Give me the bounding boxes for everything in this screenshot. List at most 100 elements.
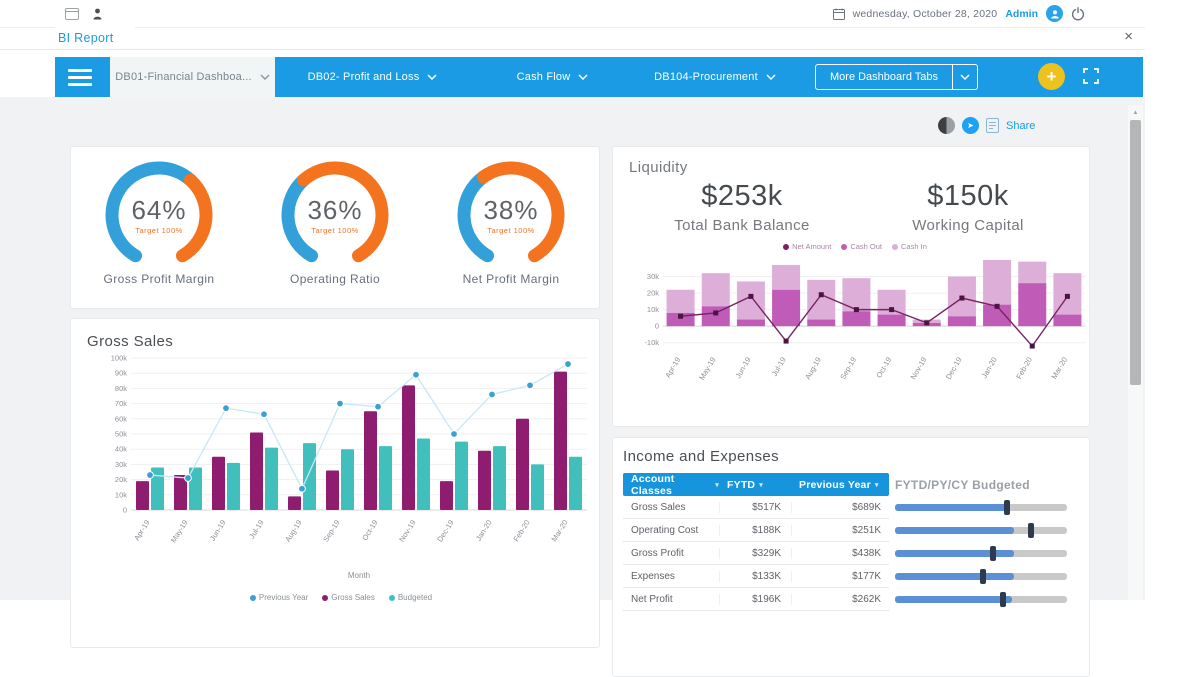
- gross-sales-bar: [174, 475, 187, 510]
- budgeted-bar: [569, 456, 582, 510]
- kpi-label: Working Capital: [912, 217, 1024, 234]
- legend-item[interactable]: Cash In: [892, 242, 927, 251]
- tab-db104-procurement[interactable]: DB104-Procurement: [640, 57, 790, 97]
- cash-out-bar: [983, 304, 1012, 327]
- table-row: Operating Cost $188K $251K: [623, 519, 889, 542]
- cash-in-bar: [842, 278, 871, 312]
- budgeted-bar: [493, 446, 506, 510]
- legend-label: Cash Out: [850, 242, 883, 251]
- tab-db01-financial-dashboard[interactable]: DB01-Financial Dashboa...: [110, 57, 275, 97]
- slider-handle[interactable]: [1027, 523, 1034, 538]
- chevron-down-icon: [260, 74, 270, 80]
- folder-icon: [65, 8, 79, 20]
- power-icon[interactable]: [1071, 6, 1085, 21]
- svg-text:40k: 40k: [115, 445, 127, 454]
- more-tabs-label: More Dashboard Tabs: [830, 71, 939, 83]
- fullscreen-icon[interactable]: [1083, 68, 1099, 97]
- legend-item[interactable]: Net Amount: [783, 242, 831, 251]
- export-document-icon[interactable]: [986, 118, 999, 133]
- tab-label: DB01-Financial Dashboa...: [115, 71, 252, 83]
- admin-link[interactable]: Admin: [1005, 7, 1038, 20]
- slider-track[interactable]: [895, 546, 1067, 561]
- previous-year-marker: [260, 410, 268, 419]
- cash-out-bar: [947, 316, 976, 327]
- table-cell: Gross Sales: [631, 501, 686, 513]
- net-amount-marker: [783, 338, 789, 344]
- kpi-value: $253k: [701, 180, 783, 212]
- svg-text:Apr-19: Apr-19: [132, 518, 152, 542]
- avatar[interactable]: [1046, 5, 1063, 22]
- close-icon[interactable]: ×: [1124, 28, 1133, 45]
- legend-item[interactable]: Budgeted: [388, 593, 432, 602]
- kpi-label: Total Bank Balance: [674, 217, 810, 234]
- cash-out-bar: [1018, 283, 1047, 327]
- svg-text:May-19: May-19: [697, 356, 717, 382]
- previous-year-marker: [184, 474, 192, 482]
- slider-fill: [895, 527, 1014, 534]
- legend-label: Previous Year: [258, 593, 309, 602]
- chevron-down-icon[interactable]: [953, 74, 977, 80]
- tab-cash-flow[interactable]: Cash Flow: [480, 57, 625, 97]
- table-row: Expenses $133K $177K: [623, 565, 889, 588]
- slider-fill: [895, 550, 1014, 557]
- slider-track[interactable]: [895, 569, 1067, 584]
- browser-tab[interactable]: [55, 0, 135, 28]
- tab-db02-profit-and-loss[interactable]: DB02- Profit and Loss: [290, 57, 455, 97]
- table-cell: Net Profit: [631, 593, 673, 605]
- legend-dot-icon: [841, 243, 848, 250]
- legend-label: Cash In: [901, 242, 927, 251]
- svg-text:Jun-19: Jun-19: [733, 356, 752, 380]
- social-share-icon-2[interactable]: ➤: [962, 117, 979, 134]
- slider-handle[interactable]: [1003, 500, 1010, 515]
- gross-sales-bar: [212, 456, 225, 510]
- slider-track[interactable]: [895, 500, 1067, 515]
- column-header-previous-year[interactable]: Previous Year ▾: [799, 478, 879, 491]
- person-icon: [93, 8, 102, 20]
- scrollbar-thumb[interactable]: [1130, 120, 1141, 385]
- table-cell: $251K: [791, 524, 889, 536]
- liquidity-legend: Net Amount Cash Out Cash In: [629, 242, 1081, 251]
- svg-text:70k: 70k: [115, 399, 127, 408]
- page-title: BI Report: [58, 31, 114, 45]
- legend-item[interactable]: Cash Out: [841, 242, 882, 251]
- add-dashboard-button[interactable]: +: [1038, 63, 1066, 90]
- vertical-scrollbar[interactable]: ▲: [1128, 105, 1143, 600]
- previous-year-marker: [374, 402, 382, 411]
- table-header-row: Account Classes ▾ FYTD ▾ Previous Year ▾: [623, 472, 889, 497]
- menu-icon[interactable]: [55, 57, 105, 97]
- window-outside-area: [1145, 0, 1200, 600]
- budget-slider-row: [895, 565, 1081, 588]
- more-dashboard-tabs-button[interactable]: More Dashboard Tabs: [815, 64, 979, 90]
- gauge-title: Net Profit Margin: [462, 272, 560, 286]
- cash-out-bar: [701, 306, 730, 327]
- net-amount-marker: [924, 320, 930, 326]
- svg-text:Feb-20: Feb-20: [1014, 356, 1034, 381]
- budgeted-bar: [227, 462, 240, 510]
- budgeted-bar: [417, 438, 430, 510]
- table-cell: Expenses: [631, 570, 675, 582]
- legend-item[interactable]: Previous Year: [249, 593, 309, 602]
- table-cell: $329K: [719, 547, 791, 559]
- column-header-fytd[interactable]: FYTD ▾: [727, 478, 763, 491]
- slider-handle[interactable]: [990, 546, 997, 561]
- previous-year-marker: [298, 484, 306, 493]
- net-amount-marker: [1064, 293, 1070, 299]
- slider-handle[interactable]: [979, 569, 986, 584]
- table-cell: $689K: [791, 501, 889, 513]
- legend-item[interactable]: Gross Sales: [322, 593, 375, 602]
- svg-text:30k: 30k: [647, 272, 659, 281]
- kpi-value: $150k: [927, 180, 1009, 212]
- gross-sales-bar: [554, 371, 567, 510]
- slider-track[interactable]: [895, 523, 1067, 538]
- gauge-operating-ratio: 36% Target 100% Operating Ratio: [255, 157, 415, 308]
- share-button[interactable]: Share: [1006, 119, 1036, 132]
- previous-year-marker: [526, 381, 534, 390]
- kpi-gauges-card: 64% Target 100% Gross Profit Margin 36% …: [70, 146, 600, 309]
- cash-out-bar: [772, 289, 801, 327]
- svg-text:Sep-19: Sep-19: [838, 356, 858, 381]
- legend-dot-icon: [892, 243, 899, 250]
- scroll-up-arrow[interactable]: ▲: [1132, 109, 1139, 116]
- social-share-icon-1[interactable]: [938, 117, 955, 134]
- calendar-icon: [832, 8, 845, 20]
- column-header-account-classes[interactable]: Account Classes ▾: [631, 472, 719, 497]
